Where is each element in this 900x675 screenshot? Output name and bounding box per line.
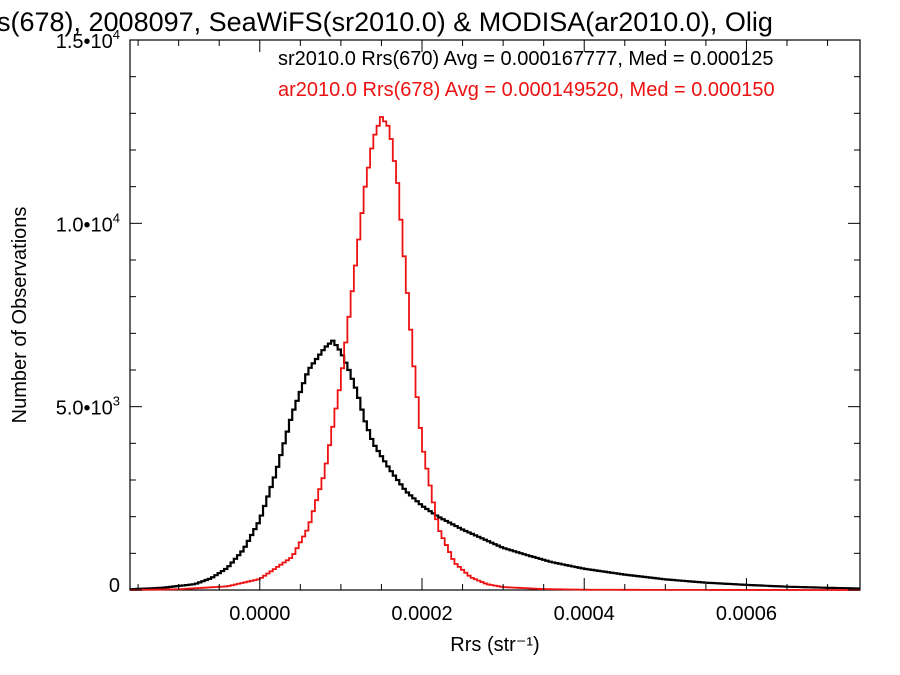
series-line-sr2010 bbox=[130, 339, 860, 591]
y-tick-label: 1.5•104 bbox=[56, 27, 120, 53]
x-tick-label: 0.0004 bbox=[554, 603, 615, 625]
y-tick-label: 1.0•104 bbox=[56, 210, 120, 236]
legend-entry-sr2010: sr2010.0 Rrs(670) Avg = 0.000167777, Med… bbox=[278, 48, 774, 70]
series-layer bbox=[130, 116, 860, 591]
y-tick-label: 0 bbox=[109, 575, 120, 597]
x-tick-label: 0.0002 bbox=[391, 603, 452, 625]
y-tick-label: 5.0•103 bbox=[56, 394, 120, 420]
x-tick-label: 0.0006 bbox=[716, 603, 777, 625]
plot-area: 0.0000 0.0002 0.0004 0.0006 0 5.0•103 1.0•104 1… bbox=[56, 27, 861, 625]
y-axis-label: Number of Observations bbox=[9, 207, 31, 424]
ticks-layer: 0.0000 0.0002 0.0004 0.0006 0 5.0•103 1.0•104 1… bbox=[56, 27, 860, 625]
chart-title: rs(678), 2008097, SeaWiFS(sr2010.0) & MO… bbox=[0, 7, 773, 37]
legend-entry-ar2010: ar2010.0 Rrs(678) Avg = 0.000149520, Med… bbox=[278, 79, 775, 101]
series-line-ar2010 bbox=[130, 116, 860, 591]
plot-frame bbox=[129, 39, 861, 591]
x-tick-label: 0.0000 bbox=[229, 603, 290, 625]
x-axis-label: Rrs (str⁻¹) bbox=[450, 634, 539, 656]
